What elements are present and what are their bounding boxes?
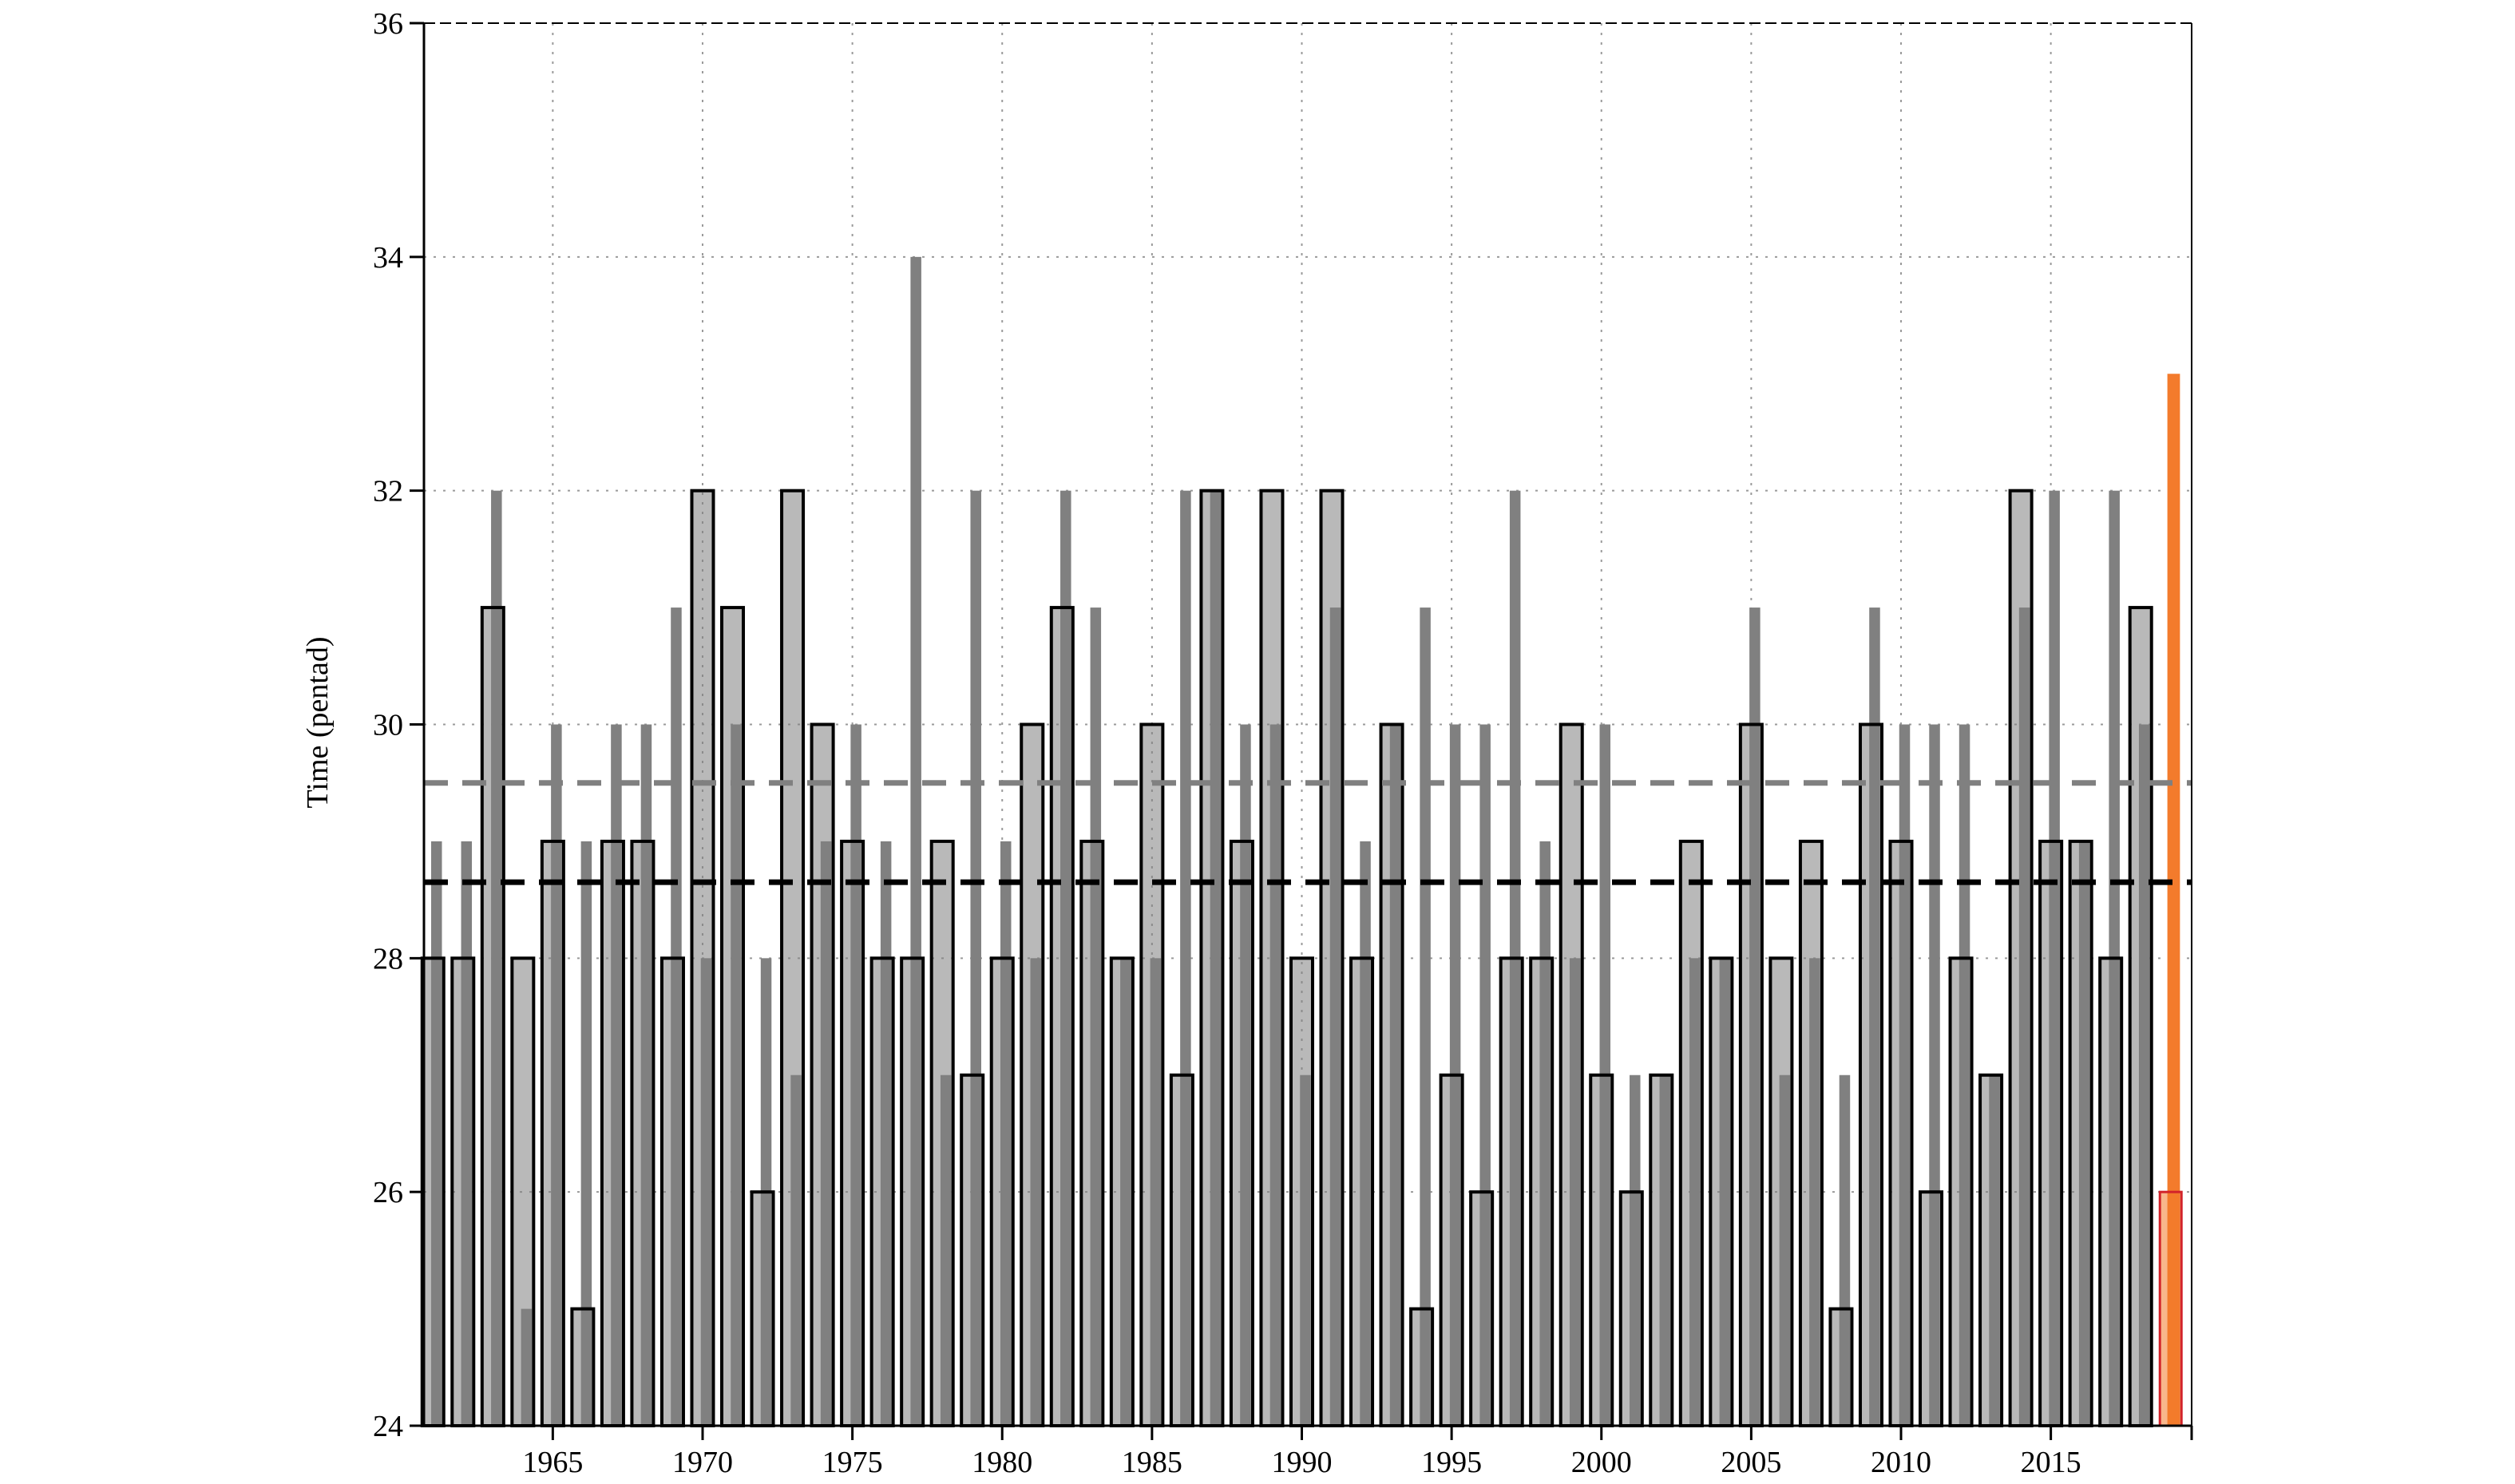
axes <box>410 22 2193 1440</box>
reference-lines <box>424 780 2192 885</box>
outlined-bar <box>690 489 715 1428</box>
outlined-bar <box>989 956 1015 1428</box>
outlined-bar <box>1499 956 1524 1428</box>
outlined-bar <box>1199 489 1225 1428</box>
outlined-bar <box>2128 606 2153 1427</box>
outlined-bar <box>1678 839 1704 1427</box>
gray-bar <box>1420 607 1431 1427</box>
outlined-bar-series <box>420 489 2153 1428</box>
outlined-bar <box>1229 839 1254 1427</box>
outlined-bar <box>929 839 955 1427</box>
outlined-bar <box>1469 1190 1495 1427</box>
outlined-bar <box>1349 956 1375 1428</box>
outlined-bar <box>1589 1073 1614 1427</box>
x-tick-label: 1965 <box>522 1446 583 1479</box>
outlined-bar <box>780 489 806 1428</box>
outlined-bar <box>1079 839 1105 1427</box>
outlined-bar <box>1379 722 1404 1427</box>
outlined-bar <box>720 606 746 1427</box>
outlined-bar <box>810 722 835 1427</box>
x-tick-label: 2005 <box>1721 1446 1781 1479</box>
outlined-bar <box>1439 1073 1464 1427</box>
outlined-bar <box>1709 956 1734 1428</box>
y-tick-label: 26 <box>373 1176 403 1209</box>
outlined-bar <box>750 1190 775 1427</box>
outlined-bar <box>1768 956 1794 1428</box>
outlined-bar <box>1738 722 1764 1427</box>
outlined-bar <box>1139 722 1165 1427</box>
outlined-bar <box>1289 956 1315 1428</box>
x-tick-label: 1975 <box>822 1446 883 1479</box>
x-tick-label: 2015 <box>2021 1446 2081 1479</box>
outlined-bar <box>1649 1073 1674 1427</box>
outlined-bar <box>570 1307 596 1428</box>
outlined-bar <box>1409 1307 1435 1428</box>
y-tick-label: 34 <box>373 241 403 275</box>
tick-labels: 24 26 28 30 32 34 36 1965 1970 1975 1980 1985 1990 19… <box>373 7 2081 1479</box>
outlined-bar <box>1978 1073 2004 1427</box>
outlined-bar <box>540 839 565 1427</box>
outlined-bar <box>1618 1190 1644 1427</box>
outlined-bar <box>1020 722 1045 1427</box>
outlined-bar <box>900 956 925 1428</box>
y-tick-label: 32 <box>373 475 403 509</box>
outlined-bar <box>1828 1307 1854 1428</box>
outlined-bar <box>600 839 625 1427</box>
outlined-bar <box>2068 839 2093 1427</box>
gray-bar <box>580 841 592 1426</box>
outlined-bar <box>480 606 505 1427</box>
outlined-bar <box>450 956 476 1428</box>
outlined-bar <box>869 956 895 1428</box>
outlined-bar <box>1259 489 1285 1428</box>
outlined-bar <box>1049 606 1075 1427</box>
y-tick-label: 36 <box>373 7 403 41</box>
outlined-bar <box>1559 722 1584 1427</box>
outlined-bar <box>1109 956 1135 1428</box>
outlined-bar <box>1529 956 1555 1428</box>
outlined-bar <box>960 1073 985 1427</box>
y-axis-label: Time (pentad) <box>301 637 335 809</box>
outlined-bar <box>420 956 446 1428</box>
outlined-bar <box>1798 839 1824 1427</box>
x-tick-label: 1980 <box>972 1446 1032 1479</box>
outlined-bar <box>1169 1073 1194 1427</box>
outlined-bar <box>1948 956 1974 1428</box>
outlined-bar <box>2008 489 2034 1428</box>
outlined-bar <box>659 956 685 1428</box>
red-outlined-bar <box>2158 1190 2183 1427</box>
highlight-bars <box>2158 374 2183 1427</box>
orange-bar <box>2167 374 2180 1426</box>
y-tick-label: 30 <box>373 709 403 742</box>
outlined-bar <box>840 839 865 1427</box>
outlined-bar <box>2038 839 2064 1427</box>
outlined-bar <box>1888 839 1914 1427</box>
x-tick-label: 2000 <box>1571 1446 1632 1479</box>
outlined-bar <box>1919 1190 1944 1427</box>
x-tick-label: 2010 <box>1871 1446 1931 1479</box>
outlined-bar <box>1319 489 1345 1428</box>
outlined-bar <box>1858 722 1883 1427</box>
y-tick-label: 24 <box>373 1410 403 1443</box>
y-tick-label: 28 <box>373 942 403 975</box>
outlined-bar <box>510 956 536 1428</box>
x-tick-label: 1985 <box>1122 1446 1182 1479</box>
x-tick-label: 1970 <box>672 1446 733 1479</box>
x-tick-label: 1995 <box>1421 1446 1482 1479</box>
outlined-bar <box>630 839 655 1427</box>
x-tick-label: 1990 <box>1271 1446 1332 1479</box>
outlined-bar <box>2098 956 2124 1428</box>
